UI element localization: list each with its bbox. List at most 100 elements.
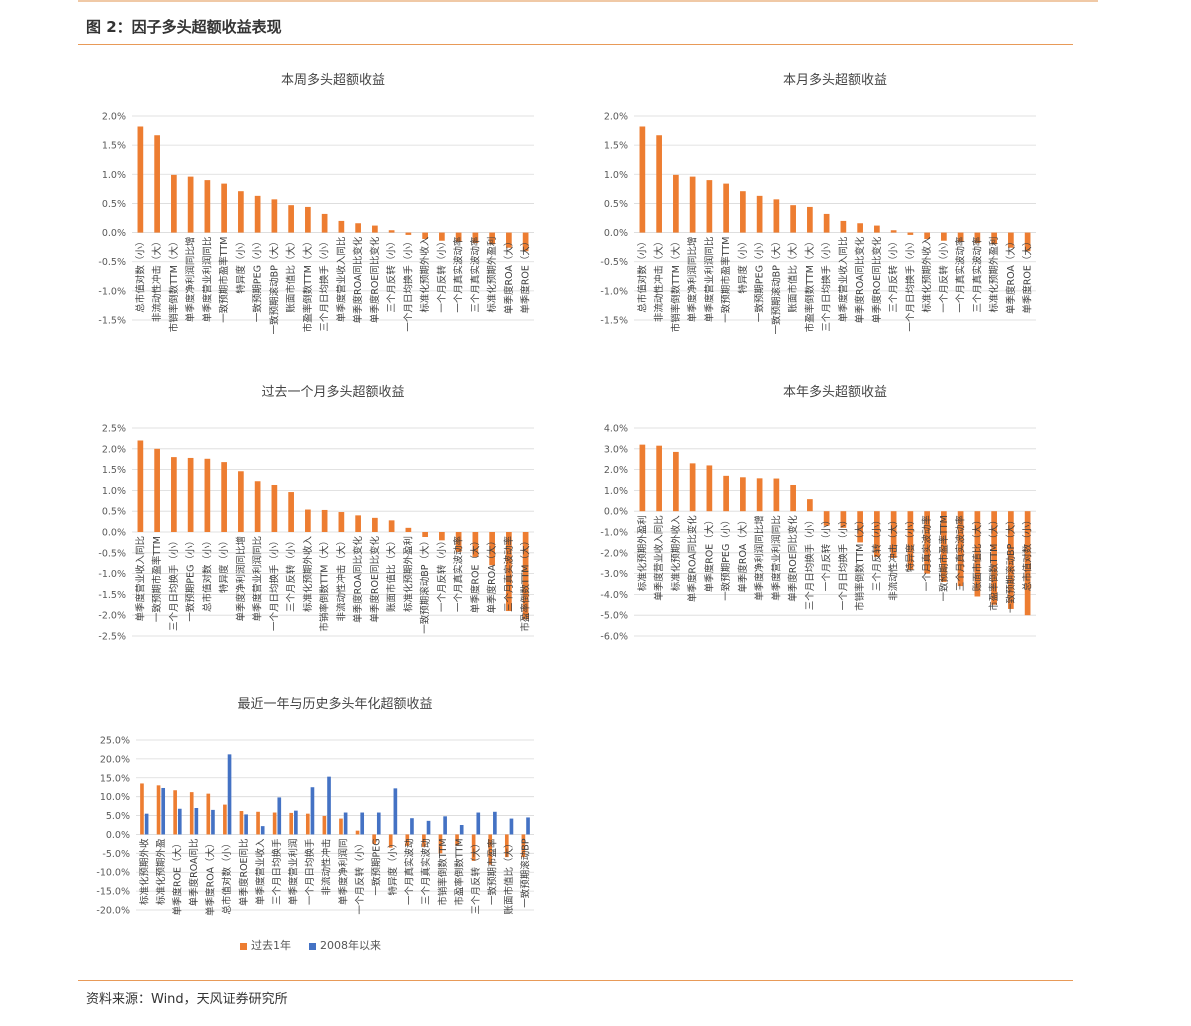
- bar: [338, 220, 345, 233]
- bar: [223, 804, 227, 835]
- x-category-label: 一致预期PEG（小）: [252, 237, 264, 323]
- x-category-label: 单季度ROA（大）: [503, 237, 515, 314]
- x-category-label: 三个月真实波动: [420, 838, 432, 905]
- bar: [288, 205, 294, 233]
- bar: [439, 232, 445, 241]
- bar: [1008, 232, 1014, 248]
- footer-rule: [78, 980, 1073, 981]
- bar: [256, 811, 260, 835]
- x-category-label: 单季度ROA同比变化: [352, 536, 364, 623]
- x-category-label: 市销率倒数TTM（大）: [319, 536, 331, 632]
- bar: [773, 199, 780, 233]
- x-category-label: 账面市值比（大）: [971, 515, 983, 591]
- x-category-label: 单季度营业收入同比: [653, 515, 665, 601]
- x-category-label: 特异度（小）: [235, 237, 247, 294]
- x-category-label: 一个月真实波动率: [453, 536, 465, 613]
- bar: [321, 509, 328, 532]
- x-category-label: 一致预期滚动BP（大）: [419, 536, 431, 634]
- x-category-label: 标准化预期外盈利: [636, 515, 648, 591]
- bar: [673, 174, 679, 233]
- bar: [840, 511, 847, 528]
- y-tick-label: -1.5%: [600, 316, 628, 327]
- y-tick-label: 0.5%: [102, 507, 126, 518]
- x-category-label: 非流动性冲击: [321, 838, 333, 895]
- x-category-label: 单季度ROA（大）: [205, 838, 217, 915]
- bar: [343, 812, 348, 835]
- x-category-label: 单季度净利润同: [337, 838, 349, 905]
- y-tick-label: 0.0%: [102, 528, 126, 539]
- legend-label-past-year: 过去1年: [251, 939, 291, 952]
- chart-weekly: 本周多头超额收益 -1.5% -1.0% -0.5% 0.0% 0.5% 1.0% 1.5% 2…: [98, 72, 534, 335]
- bar: [790, 484, 796, 512]
- bar: [137, 126, 144, 233]
- x-category-label: 总市值对数（小）: [221, 838, 233, 914]
- x-category-label: 一致预期市盈率TTM: [151, 536, 163, 622]
- bar: [706, 180, 713, 233]
- x-category-label: 三个月日均换手（小）: [821, 237, 833, 332]
- x-category-label: 一个月反转（小）: [436, 237, 448, 313]
- bar: [521, 834, 526, 858]
- x-category-label: 单季度ROE（大）: [171, 838, 183, 915]
- x-category-label: 单季度营业利润同比: [770, 515, 782, 601]
- x-category-label: 三个月反转（小）: [386, 237, 398, 313]
- bar: [388, 520, 395, 532]
- x-category-label: 单季度ROE（大）: [703, 515, 715, 592]
- x-category-label: 单季度ROA同比: [188, 838, 200, 906]
- bar: [405, 834, 410, 846]
- x-category-label: 单季度ROE同比: [238, 838, 250, 906]
- x-category-label: 单季度ROA（大）: [1005, 237, 1017, 314]
- x-category-label: 特异度（小）: [218, 536, 230, 593]
- x-category-label: 特异度（小）: [737, 237, 749, 294]
- bar: [388, 834, 393, 848]
- bar: [874, 511, 880, 557]
- x-category-label: 三个月反转（小）: [285, 536, 297, 612]
- x-category-label: 一个月真实波动: [404, 838, 416, 905]
- bar: [823, 511, 830, 526]
- chart-title: 本周多头超额收益: [281, 72, 385, 88]
- x-category-label: 三个月日均换手（小）: [168, 536, 180, 631]
- bar: [171, 174, 177, 233]
- bar: [941, 511, 947, 582]
- bar: [526, 817, 530, 835]
- x-category-label: 账面市值比（大）: [285, 237, 297, 313]
- x-category-label: 单季度ROE同比变化: [871, 236, 883, 323]
- bar: [472, 232, 479, 244]
- y-tick-label: 1.0%: [102, 170, 126, 181]
- x-category-label: 市盈率倒数TTM（大）: [302, 237, 314, 333]
- bar: [254, 195, 261, 233]
- x-category-label: 单季度营业利润: [288, 838, 300, 905]
- y-tick-label: 2.0%: [604, 465, 628, 476]
- y-tick-label: 2.5%: [102, 424, 126, 435]
- x-category-label: 一致预期市盈率TTM: [720, 237, 732, 323]
- chart-past-month: 过去一个月多头超额收益 -2.5% -2.0% -1.5% -1.0% -0.5% 0.0%…: [98, 384, 534, 643]
- x-category-label: 三个月日均换手: [271, 838, 283, 905]
- bar: [388, 230, 395, 233]
- x-category-label: 一个月反转（小）: [938, 237, 950, 313]
- x-category-label: 一致预期滚动BP（大）: [770, 237, 782, 335]
- x-category-label: 特异度（小）: [387, 838, 399, 895]
- bar: [322, 815, 327, 835]
- y-tick-label: 1.0%: [604, 170, 628, 181]
- x-category-label: 市盈率倒数TTM: [453, 838, 465, 905]
- x-category-label: 三个月反转（小）: [871, 515, 883, 591]
- x-category-label: 市销率倒数TTM（大）: [168, 237, 180, 333]
- x-category-label: 一致预期滚动BP（大）: [268, 237, 280, 335]
- y-tick-label: 1.5%: [102, 465, 126, 476]
- bar: [957, 232, 964, 242]
- x-category-label: 总市值对数（小）: [134, 237, 146, 313]
- x-category-label: 总市值对数（小）: [636, 237, 648, 313]
- bar: [187, 176, 194, 233]
- x-category-label: 三个月反转（小）: [888, 237, 900, 313]
- bar: [924, 511, 930, 574]
- chart-annualized-legend: 过去1年 2008年以来: [240, 937, 381, 953]
- bar: [991, 232, 997, 245]
- x-category-label: 非流动性冲击（大）: [151, 237, 163, 323]
- y-tick-label: -10.0%: [96, 868, 130, 879]
- y-tick-label: -20.0%: [96, 906, 130, 917]
- x-category-label: 一个月日均换手（小）: [904, 237, 916, 332]
- x-category-label: 一致预期PEG（小）: [720, 515, 732, 601]
- y-tick-label: 1.5%: [102, 141, 126, 152]
- y-tick-label: 1.5%: [604, 141, 628, 152]
- x-category-label: 单季度ROA（大）: [486, 536, 498, 613]
- bar: [294, 810, 298, 835]
